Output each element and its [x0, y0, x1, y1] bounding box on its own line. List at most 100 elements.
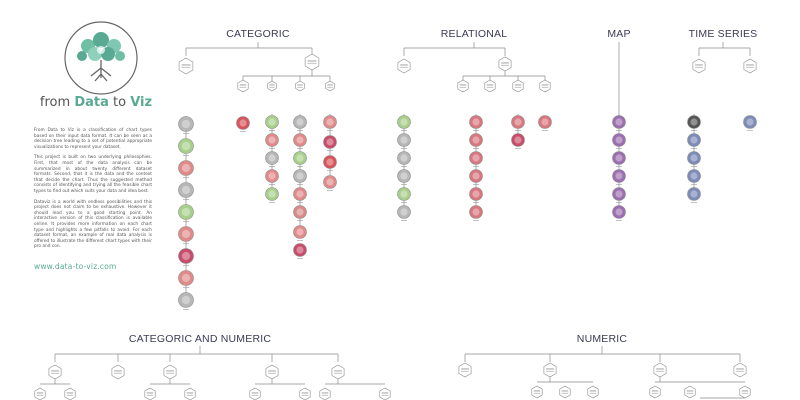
- chart-thumbnail[interactable]: [397, 115, 411, 129]
- hex-caption: [297, 85, 303, 87]
- chart-thumbnail[interactable]: [265, 133, 279, 147]
- chart-thumbnail[interactable]: [612, 151, 626, 165]
- hex-caption: [114, 370, 122, 371]
- hex-caption: [514, 87, 522, 88]
- chart-thumbnail[interactable]: [178, 226, 194, 242]
- chart-glyph: [690, 154, 698, 162]
- chart-caption: [183, 199, 189, 200]
- chart-thumbnail[interactable]: [612, 187, 626, 201]
- logo-ring: [64, 21, 138, 95]
- chart-thumbnail[interactable]: [323, 155, 337, 169]
- chart-thumbnail[interactable]: [469, 169, 483, 183]
- chart-thumbnail[interactable]: [265, 151, 279, 165]
- chart-caption: [473, 184, 479, 185]
- chart-caption: [616, 148, 622, 149]
- chart-thumbnail[interactable]: [178, 160, 194, 176]
- hex-caption: [533, 393, 541, 394]
- hex-caption: [741, 393, 749, 394]
- chart-thumbnail[interactable]: [265, 115, 279, 129]
- chart-thumbnail[interactable]: [687, 115, 701, 129]
- chart-thumbnail[interactable]: [293, 225, 307, 239]
- hex-caption: [533, 390, 541, 391]
- chart-thumbnail[interactable]: [687, 133, 701, 147]
- chart-thumbnail[interactable]: [397, 169, 411, 183]
- chart-caption: [401, 130, 407, 131]
- chart-caption: [269, 148, 275, 149]
- chart-glyph: [239, 119, 247, 127]
- chart-thumbnail[interactable]: [323, 135, 337, 149]
- chart-caption: [616, 184, 622, 185]
- chart-thumbnail[interactable]: [323, 115, 337, 129]
- chart-thumbnail[interactable]: [687, 151, 701, 165]
- chart-glyph: [296, 190, 304, 198]
- chart-glyph: [400, 190, 408, 198]
- chart-thumbnail[interactable]: [293, 133, 307, 147]
- chart-thumbnail[interactable]: [293, 169, 307, 183]
- chart-caption: [691, 202, 697, 203]
- chart-thumbnail[interactable]: [293, 151, 307, 165]
- hex-caption: [268, 373, 276, 374]
- chart-thumbnail[interactable]: [178, 116, 194, 132]
- chart-thumbnail[interactable]: [293, 205, 307, 219]
- chart-thumbnail[interactable]: [178, 248, 194, 264]
- chart-glyph: [472, 118, 480, 126]
- chart-glyph: [181, 295, 191, 305]
- chart-thumbnail[interactable]: [538, 115, 552, 129]
- chart-caption: [269, 202, 275, 203]
- hex-caption: [307, 61, 317, 63]
- chart-thumbnail[interactable]: [293, 187, 307, 201]
- chart-thumbnail[interactable]: [612, 169, 626, 183]
- chart-glyph: [296, 228, 304, 236]
- chart-thumbnail[interactable]: [469, 187, 483, 201]
- hex-caption: [239, 87, 247, 88]
- hex-caption: [381, 395, 389, 396]
- chart-thumbnail[interactable]: [178, 270, 194, 286]
- hex-caption: [533, 391, 541, 393]
- hex-caption: [186, 392, 194, 393]
- chart-thumbnail[interactable]: [687, 169, 701, 183]
- chart-thumbnail[interactable]: [178, 204, 194, 220]
- chart-thumbnail[interactable]: [178, 292, 194, 308]
- chart-thumbnail[interactable]: [469, 205, 483, 219]
- chart-thumbnail[interactable]: [511, 115, 525, 129]
- chart-thumbnail[interactable]: [293, 243, 307, 257]
- chart-thumbnail[interactable]: [236, 116, 250, 130]
- chart-glyph: [268, 190, 276, 198]
- hex-caption: [186, 395, 194, 396]
- chart-thumbnail[interactable]: [687, 187, 701, 201]
- chart-thumbnail[interactable]: [178, 138, 194, 154]
- chart-caption: [515, 130, 521, 131]
- hex-caption: [251, 393, 259, 395]
- chart-thumbnail[interactable]: [178, 182, 194, 198]
- chart-thumbnail[interactable]: [323, 175, 337, 189]
- chart-caption: [240, 131, 246, 132]
- chart-glyph: [400, 118, 408, 126]
- chart-thumbnail[interactable]: [469, 115, 483, 129]
- chart-thumbnail[interactable]: [612, 205, 626, 219]
- chart-caption: [327, 150, 333, 151]
- chart-thumbnail[interactable]: [469, 133, 483, 147]
- chart-thumbnail[interactable]: [612, 115, 626, 129]
- hex-caption: [269, 85, 275, 87]
- chart-thumbnail[interactable]: [511, 133, 525, 147]
- chart-thumbnail[interactable]: [469, 151, 483, 165]
- website-link[interactable]: www.data-to-viz.com: [34, 262, 117, 271]
- hex-caption: [301, 395, 309, 396]
- chart-glyph: [615, 172, 623, 180]
- chart-caption: [183, 309, 189, 310]
- chart-thumbnail[interactable]: [743, 115, 757, 129]
- chart-caption: [747, 130, 753, 131]
- hex-caption: [114, 373, 122, 374]
- chart-thumbnail[interactable]: [612, 133, 626, 147]
- chart-thumbnail[interactable]: [293, 115, 307, 129]
- chart-glyph: [400, 154, 408, 162]
- hex-caption: [459, 84, 467, 85]
- chart-thumbnail[interactable]: [397, 133, 411, 147]
- chart-thumbnail[interactable]: [397, 205, 411, 219]
- chart-thumbnail[interactable]: [397, 151, 411, 165]
- chart-glyph: [326, 178, 334, 186]
- chart-thumbnail[interactable]: [265, 187, 279, 201]
- chart-thumbnail[interactable]: [397, 187, 411, 201]
- brand-word-viz: Viz: [130, 95, 153, 110]
- chart-thumbnail[interactable]: [265, 169, 279, 183]
